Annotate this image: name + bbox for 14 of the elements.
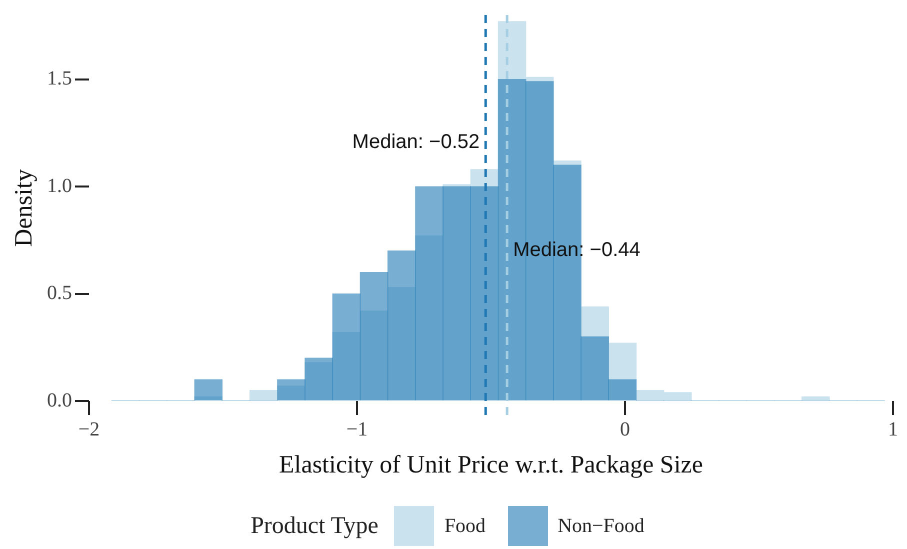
x-axis-title: Elasticity of Unit Price w.r.t. Package Size bbox=[279, 452, 703, 479]
x-tick-label: −1 bbox=[346, 418, 368, 440]
ref-line-label: Median: −0.52 bbox=[352, 130, 480, 153]
x-tick-label: −2 bbox=[78, 418, 100, 440]
x-tick-label: 0 bbox=[620, 418, 630, 440]
legend-label: Non−Food bbox=[558, 514, 644, 538]
legend-label: Food bbox=[444, 514, 486, 538]
y-tick-label: 0.5 bbox=[47, 282, 72, 304]
y-tick-label: 1.5 bbox=[47, 68, 72, 90]
y-axis-title: Density bbox=[10, 168, 38, 247]
x-tick-label: 1 bbox=[888, 418, 898, 440]
y-tick-label: 0.0 bbox=[47, 389, 72, 412]
y-tick-label: 1.0 bbox=[47, 174, 72, 197]
legend-title: Product Type bbox=[250, 512, 378, 540]
